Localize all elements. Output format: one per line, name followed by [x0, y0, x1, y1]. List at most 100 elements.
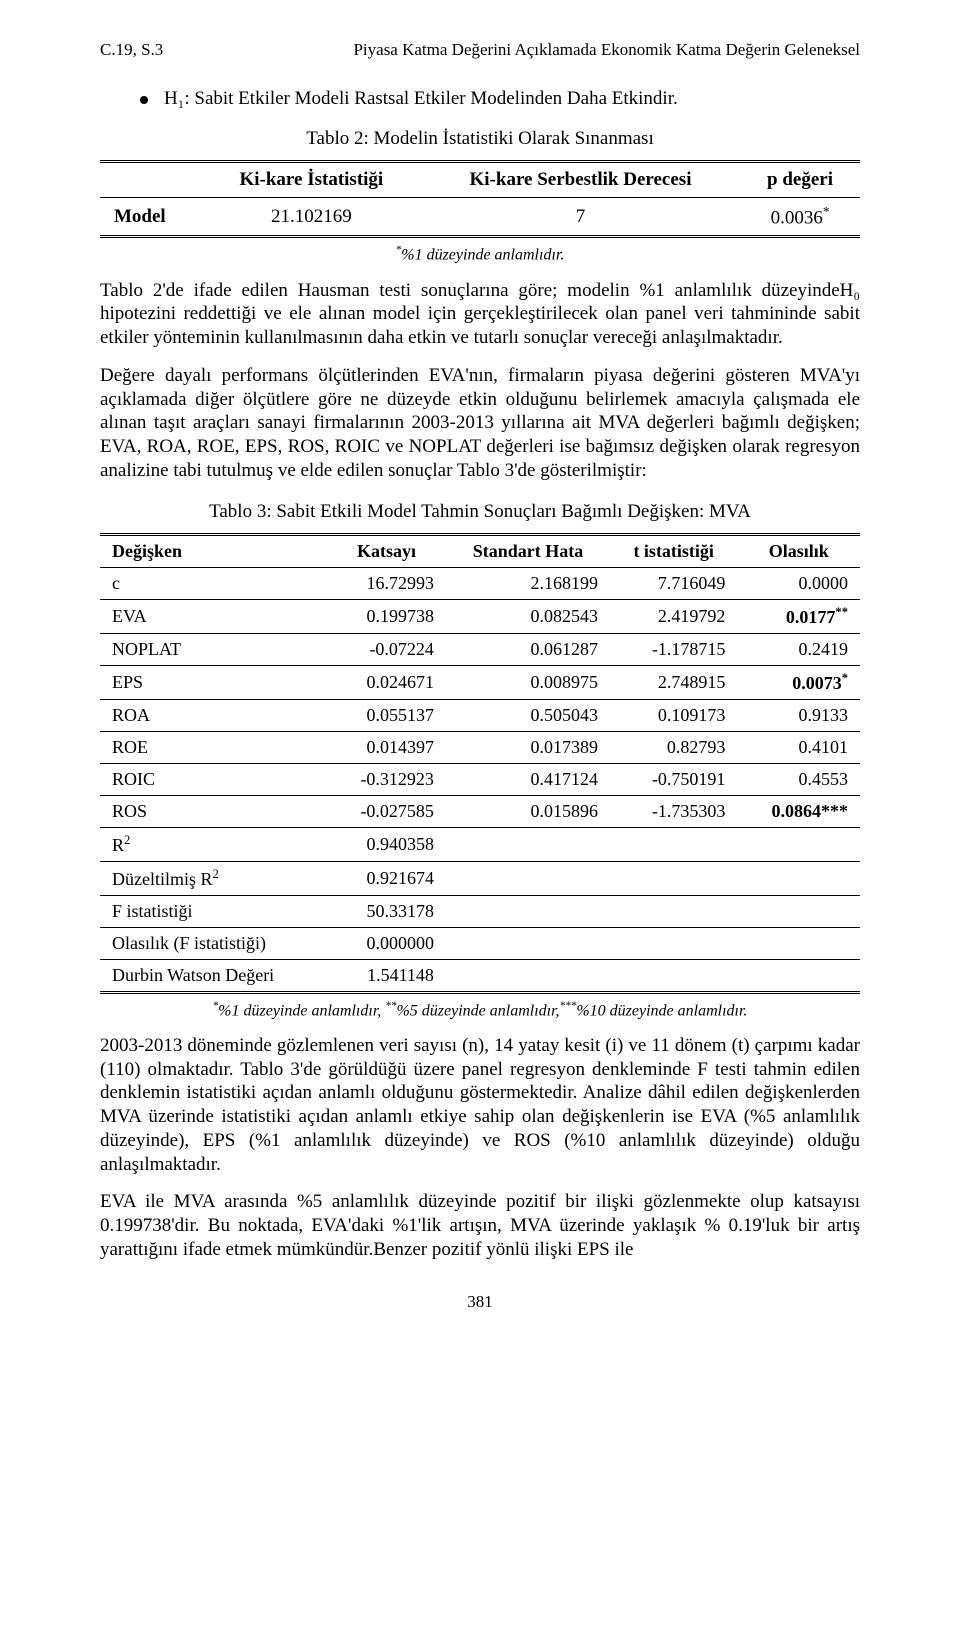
table3-header-row: Değişken Katsayı Standart Hata t istatis… — [100, 534, 860, 567]
empty-cell — [737, 895, 860, 927]
cell: 0.015896 — [446, 795, 610, 827]
table2-data-row: Model 21.102169 7 0.0036* — [100, 198, 860, 237]
cell: 0.017389 — [446, 731, 610, 763]
header-right: Piyasa Katma Değerini Açıklamada Ekonomi… — [163, 40, 860, 60]
row-label: ROA — [100, 699, 327, 731]
empty-cell — [610, 959, 737, 992]
stat-label: Olasılık (F istatistiği) — [100, 927, 327, 959]
cell: 0.0177** — [737, 599, 860, 633]
table3-col3: t istatistiği — [610, 534, 737, 567]
table2-footnote: *%1 düzeyinde anlamlıdır. — [100, 244, 860, 264]
table-row: Durbin Watson Değeri 1.541148 — [100, 959, 860, 992]
empty-cell — [446, 959, 610, 992]
cell: 0.4101 — [737, 731, 860, 763]
table2-col0 — [100, 162, 202, 198]
cell: 0.024671 — [327, 665, 446, 699]
table3-col4: Olasılık — [737, 534, 860, 567]
table3-caption: Tablo 3: Sabit Etkili Model Tahmin Sonuç… — [100, 501, 860, 523]
row-label: EPS — [100, 665, 327, 699]
cell: -0.027585 — [327, 795, 446, 827]
empty-cell — [737, 927, 860, 959]
table3-col2: Standart Hata — [446, 534, 610, 567]
table3-col1: Katsayı — [327, 534, 446, 567]
cell: 0.2419 — [737, 633, 860, 665]
row-label: ROE — [100, 731, 327, 763]
table2-row-label: Model — [100, 198, 202, 237]
cell: 0.417124 — [446, 763, 610, 795]
stat-val: 0.000000 — [327, 927, 446, 959]
table2-header-row: Ki-kare İstatistiği Ki-kare Serbestlik D… — [100, 162, 860, 198]
cell: 0.505043 — [446, 699, 610, 731]
cell: 0.0864*** — [737, 795, 860, 827]
stat-label: R2 — [100, 827, 327, 861]
cell: 0.4553 — [737, 763, 860, 795]
table2-caption: Tablo 2: Modelin İstatistiki Olarak Sına… — [100, 128, 860, 150]
stat-val: 1.541148 — [327, 959, 446, 992]
stat-label: F istatistiği — [100, 895, 327, 927]
empty-cell — [737, 861, 860, 895]
cell: 2.748915 — [610, 665, 737, 699]
bullet-icon — [140, 96, 148, 104]
table3-footnote: *%1 düzeyinde anlamlıdır, **%5 düzeyinde… — [100, 1000, 860, 1020]
table-row: NOPLAT -0.07224 0.061287 -1.178715 0.241… — [100, 633, 860, 665]
stat-val: 50.33178 — [327, 895, 446, 927]
cell: 0.061287 — [446, 633, 610, 665]
paragraph-4: EVA ile MVA arasında %5 anlamlılık düzey… — [100, 1190, 860, 1261]
cell: 2.168199 — [446, 567, 610, 599]
table-row: c 16.72993 2.168199 7.716049 0.0000 — [100, 567, 860, 599]
table2-col1: Ki-kare İstatistiği — [202, 162, 421, 198]
table2-val0: 21.102169 — [202, 198, 421, 237]
empty-cell — [610, 895, 737, 927]
paragraph-3: 2003-2013 döneminde gözlemlenen veri say… — [100, 1034, 860, 1177]
cell: 0.082543 — [446, 599, 610, 633]
cell: 0.9133 — [737, 699, 860, 731]
cell: 0.0000 — [737, 567, 860, 599]
cell: 7.716049 — [610, 567, 737, 599]
stat-val: 0.940358 — [327, 827, 446, 861]
page-container: C.19, S.3 Piyasa Katma Değerini Açıklama… — [0, 0, 960, 1362]
cell: 0.014397 — [327, 731, 446, 763]
table-row: ROA 0.055137 0.505043 0.109173 0.9133 — [100, 699, 860, 731]
cell: -0.312923 — [327, 763, 446, 795]
empty-cell — [610, 827, 737, 861]
cell: 16.72993 — [327, 567, 446, 599]
empty-cell — [610, 927, 737, 959]
cell: 2.419792 — [610, 599, 737, 633]
table-row: R2 0.940358 — [100, 827, 860, 861]
cell: 0.008975 — [446, 665, 610, 699]
cell: 0.055137 — [327, 699, 446, 731]
paragraph-1: Tablo 2'de ifade edilen Hausman testi so… — [100, 279, 860, 350]
table-row: ROS -0.027585 0.015896 -1.735303 0.0864*… — [100, 795, 860, 827]
table2-val2: 0.0036* — [740, 198, 860, 237]
row-label: NOPLAT — [100, 633, 327, 665]
cell: -0.750191 — [610, 763, 737, 795]
table-row: Olasılık (F istatistiği) 0.000000 — [100, 927, 860, 959]
table2: Ki-kare İstatistiği Ki-kare Serbestlik D… — [100, 160, 860, 238]
cell: -1.178715 — [610, 633, 737, 665]
stat-label: Düzeltilmiş R2 — [100, 861, 327, 895]
table2-col2: Ki-kare Serbestlik Derecesi — [421, 162, 740, 198]
hypothesis-text: H₁: Sabit Etkiler Modeli Rastsal Etkiler… — [164, 88, 678, 110]
table-row: EVA 0.199738 0.082543 2.419792 0.0177** — [100, 599, 860, 633]
empty-cell — [737, 827, 860, 861]
table-row: ROE 0.014397 0.017389 0.82793 0.4101 — [100, 731, 860, 763]
stat-label: Durbin Watson Değeri — [100, 959, 327, 992]
cell: -0.07224 — [327, 633, 446, 665]
table2-col3: p değeri — [740, 162, 860, 198]
header-left: C.19, S.3 — [100, 40, 163, 60]
table-row: ROIC -0.312923 0.417124 -0.750191 0.4553 — [100, 763, 860, 795]
table-row: EPS 0.024671 0.008975 2.748915 0.0073* — [100, 665, 860, 699]
table2-val1: 7 — [421, 198, 740, 237]
empty-cell — [446, 895, 610, 927]
row-label: ROS — [100, 795, 327, 827]
table-row: Düzeltilmiş R2 0.921674 — [100, 861, 860, 895]
empty-cell — [446, 927, 610, 959]
table3-col0: Değişken — [100, 534, 327, 567]
cell: 0.82793 — [610, 731, 737, 763]
empty-cell — [737, 959, 860, 992]
paragraph-2: Değere dayalı performans ölçütlerinden E… — [100, 364, 860, 483]
table3: Değişken Katsayı Standart Hata t istatis… — [100, 533, 860, 994]
empty-cell — [446, 827, 610, 861]
table-row: F istatistiği 50.33178 — [100, 895, 860, 927]
stat-val: 0.921674 — [327, 861, 446, 895]
